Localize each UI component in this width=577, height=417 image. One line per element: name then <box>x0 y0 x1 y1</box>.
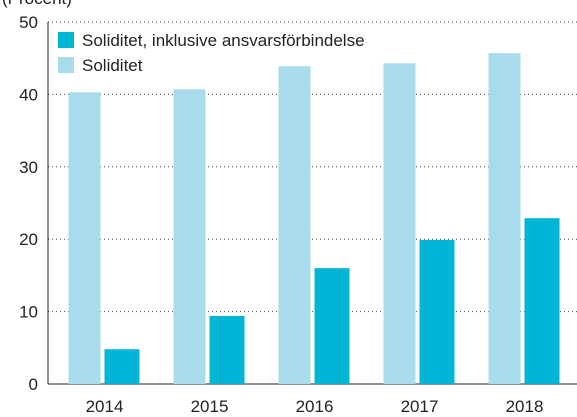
y-tick-label: 10 <box>19 303 38 322</box>
legend-label: Soliditet <box>82 56 143 75</box>
bar <box>524 218 560 384</box>
bar <box>383 63 416 384</box>
y-tick-label: 20 <box>19 230 38 249</box>
y-axis-label: (Procent) <box>2 0 72 8</box>
legend-swatch <box>58 57 74 73</box>
y-tick-label: 40 <box>19 85 38 104</box>
legend-label: Soliditet, inklusive ansvarsförbindelse <box>82 31 365 50</box>
x-tick-label: 2015 <box>191 397 229 416</box>
bar <box>278 66 311 384</box>
bar <box>104 349 140 384</box>
y-tick-label: 50 <box>19 13 38 32</box>
x-tick-label: 2017 <box>401 397 439 416</box>
bar <box>209 315 245 384</box>
bar <box>173 89 206 384</box>
legend-swatch <box>58 32 74 48</box>
x-tick-label: 2014 <box>86 397 124 416</box>
bar <box>419 239 455 384</box>
y-tick-label: 30 <box>19 158 38 177</box>
x-tick-label: 2016 <box>296 397 334 416</box>
bar <box>68 92 101 384</box>
bar <box>488 53 521 385</box>
y-tick-label: 0 <box>29 375 38 394</box>
bar <box>314 268 350 384</box>
x-tick-label: 2018 <box>506 397 544 416</box>
